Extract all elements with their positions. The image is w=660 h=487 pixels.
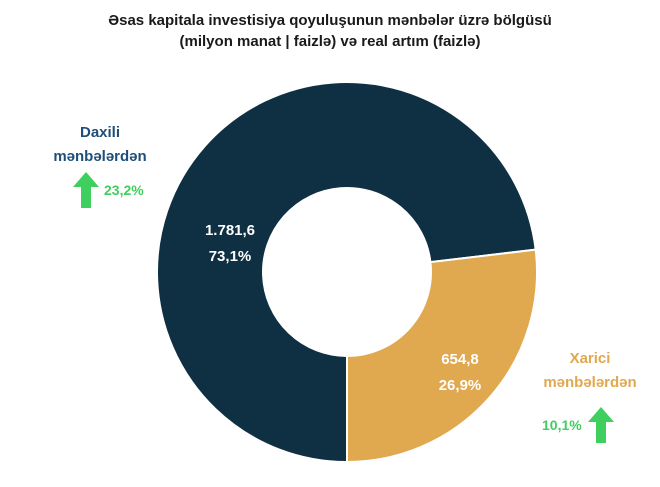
foreign-label-line1: Xarici [569, 350, 611, 367]
foreign-percent-label: 26,9% [438, 377, 482, 394]
domestic-value-label: 1.781,6 [204, 222, 256, 239]
chart-title-line1: Əsas kapitala investisiya qoyuluşunun mə… [108, 12, 552, 29]
domestic-label-line1: Daxili [79, 124, 121, 141]
chart-title-line2: (milyon manat | faizlə) və real artım (f… [179, 33, 481, 50]
foreign-growth-value: 10,1% [542, 417, 582, 433]
domestic-growth: 23,2% [73, 172, 144, 208]
foreign-value-label: 654,8 [441, 351, 479, 368]
donut-slice-foreign [346, 248, 538, 464]
domestic-percent-label: 73,1% [208, 248, 252, 265]
foreign-label-line2: mənbələrdən [543, 374, 637, 391]
up-arrow-icon [73, 172, 99, 208]
chart-title: Əsas kapitala investisiya qoyuluşunun mə… [0, 10, 660, 52]
donut-slice-domestic [156, 81, 537, 464]
domestic-data-label: 1.781,6 73,1% [190, 218, 270, 270]
domestic-category-label: Daxili mənbələrdən [30, 121, 170, 169]
domestic-growth-value: 23,2% [104, 182, 144, 198]
domestic-label-line2: mənbələrdən [53, 148, 147, 165]
foreign-growth: 10,1% [542, 407, 614, 443]
up-arrow-icon [587, 407, 614, 443]
foreign-category-label: Xarici mənbələrdən [525, 347, 655, 395]
foreign-data-label: 654,8 26,9% [420, 347, 500, 399]
